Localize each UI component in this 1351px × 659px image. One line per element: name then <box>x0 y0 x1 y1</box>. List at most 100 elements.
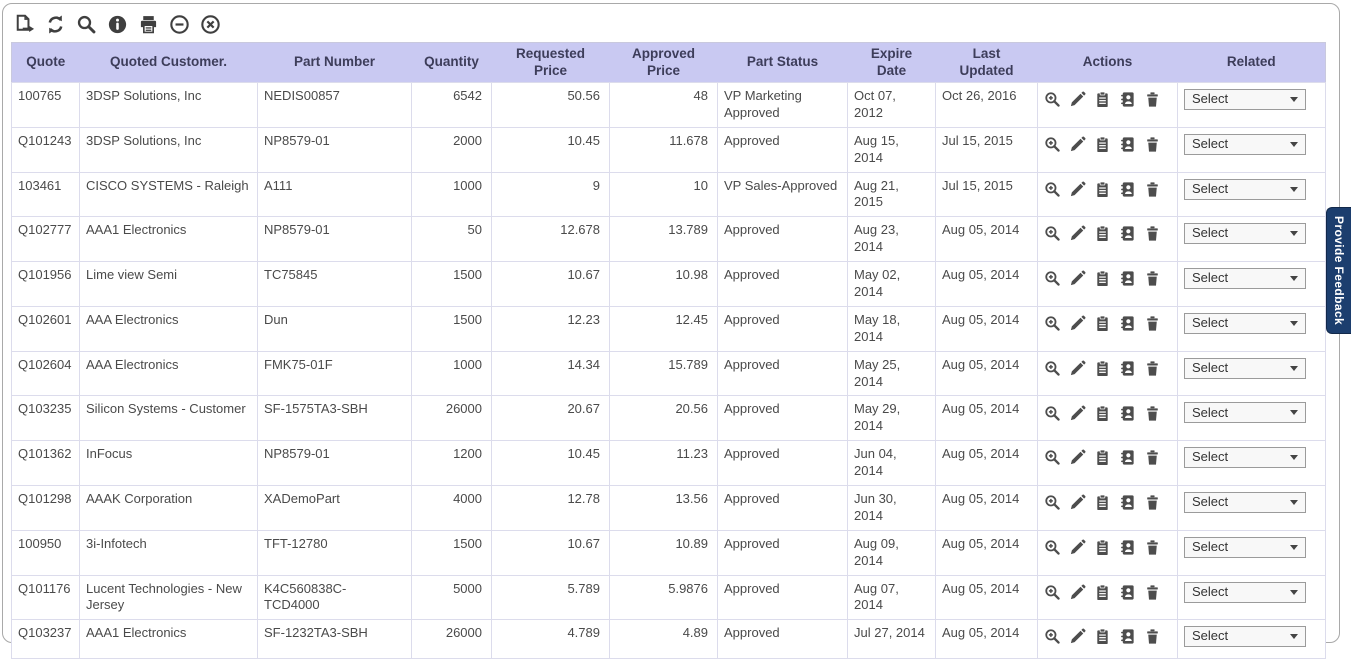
cell-expire-date: Aug 09, 2014 <box>847 529 936 576</box>
contact-icon[interactable] <box>1119 136 1136 153</box>
related-select[interactable]: Select <box>1184 581 1306 603</box>
copy-icon[interactable] <box>1094 91 1111 108</box>
contact-icon[interactable] <box>1119 181 1136 198</box>
column-header-part[interactable]: Part Number <box>257 42 412 83</box>
contact-icon[interactable] <box>1119 494 1136 511</box>
zoom-icon[interactable] <box>1044 494 1061 511</box>
delete-icon[interactable] <box>1144 360 1161 377</box>
quotes-table: Quote Quoted Customer. Part Number Quantity… <box>11 42 1326 659</box>
related-select[interactable]: Select <box>1184 536 1306 558</box>
edit-icon[interactable] <box>1069 405 1086 422</box>
edit-icon[interactable] <box>1069 270 1086 287</box>
column-header-customer[interactable]: Quoted Customer. <box>79 42 258 83</box>
edit-icon[interactable] <box>1069 539 1086 556</box>
copy-icon[interactable] <box>1094 181 1111 198</box>
copy-icon[interactable] <box>1094 494 1111 511</box>
contact-icon[interactable] <box>1119 91 1136 108</box>
column-header-actions[interactable]: Actions <box>1037 42 1178 83</box>
contact-icon[interactable] <box>1119 270 1136 287</box>
delete-icon[interactable] <box>1144 584 1161 601</box>
delete-icon[interactable] <box>1144 136 1161 153</box>
edit-icon[interactable] <box>1069 628 1086 645</box>
zoom-icon[interactable] <box>1044 360 1061 377</box>
edit-icon[interactable] <box>1069 494 1086 511</box>
zoom-icon[interactable] <box>1044 270 1061 287</box>
delete-icon[interactable] <box>1144 494 1161 511</box>
edit-icon[interactable] <box>1069 360 1086 377</box>
related-select[interactable]: Select <box>1184 626 1306 648</box>
edit-icon[interactable] <box>1069 315 1086 332</box>
related-select[interactable]: Select <box>1184 223 1306 245</box>
contact-icon[interactable] <box>1119 539 1136 556</box>
copy-icon[interactable] <box>1094 539 1111 556</box>
edit-icon[interactable] <box>1069 584 1086 601</box>
delete-icon[interactable] <box>1144 225 1161 242</box>
delete-icon[interactable] <box>1144 449 1161 466</box>
copy-icon[interactable] <box>1094 405 1111 422</box>
contact-icon[interactable] <box>1119 360 1136 377</box>
delete-icon[interactable] <box>1144 181 1161 198</box>
related-select[interactable]: Select <box>1184 492 1306 514</box>
delete-icon[interactable] <box>1144 628 1161 645</box>
contact-icon[interactable] <box>1119 628 1136 645</box>
zoom-icon[interactable] <box>1044 136 1061 153</box>
related-select[interactable]: Select <box>1184 402 1306 424</box>
related-select[interactable]: Select <box>1184 268 1306 290</box>
zoom-icon[interactable] <box>1044 181 1061 198</box>
copy-icon[interactable] <box>1094 315 1111 332</box>
related-select[interactable]: Select <box>1184 89 1306 110</box>
contact-icon[interactable] <box>1119 449 1136 466</box>
column-header-expire[interactable]: Expire Date <box>847 42 936 83</box>
column-header-req_price[interactable]: Requested Price <box>491 42 610 83</box>
edit-icon[interactable] <box>1069 181 1086 198</box>
column-header-appr_price[interactable]: Approved Price <box>609 42 718 83</box>
search-icon[interactable] <box>76 14 97 35</box>
related-select[interactable]: Select <box>1184 178 1306 200</box>
edit-icon[interactable] <box>1069 225 1086 242</box>
copy-icon[interactable] <box>1094 449 1111 466</box>
related-select[interactable]: Select <box>1184 133 1306 155</box>
zoom-icon[interactable] <box>1044 539 1061 556</box>
related-select[interactable]: Select <box>1184 357 1306 379</box>
column-header-qty[interactable]: Quantity <box>411 42 492 83</box>
contact-icon[interactable] <box>1119 584 1136 601</box>
zoom-icon[interactable] <box>1044 628 1061 645</box>
provide-feedback-tab[interactable]: Provide Feedback <box>1326 207 1351 334</box>
copy-icon[interactable] <box>1094 136 1111 153</box>
zoom-icon[interactable] <box>1044 584 1061 601</box>
related-select[interactable]: Select <box>1184 447 1306 469</box>
copy-icon[interactable] <box>1094 628 1111 645</box>
column-header-quote[interactable]: Quote <box>11 42 80 83</box>
print-icon[interactable] <box>138 14 159 35</box>
zoom-icon[interactable] <box>1044 405 1061 422</box>
column-header-status[interactable]: Part Status <box>717 42 848 83</box>
copy-icon[interactable] <box>1094 270 1111 287</box>
edit-icon[interactable] <box>1069 136 1086 153</box>
copy-icon[interactable] <box>1094 360 1111 377</box>
contact-icon[interactable] <box>1119 315 1136 332</box>
edit-icon[interactable] <box>1069 91 1086 108</box>
delete-icon[interactable] <box>1144 405 1161 422</box>
delete-icon[interactable] <box>1144 91 1161 108</box>
cell-approved-price: 11.678 <box>609 126 718 173</box>
copy-icon[interactable] <box>1094 584 1111 601</box>
zoom-icon[interactable] <box>1044 91 1061 108</box>
info-icon[interactable] <box>107 14 128 35</box>
minimize-icon[interactable] <box>169 14 190 35</box>
related-select[interactable]: Select <box>1184 312 1306 334</box>
delete-icon[interactable] <box>1144 539 1161 556</box>
export-icon[interactable] <box>14 14 35 35</box>
zoom-icon[interactable] <box>1044 449 1061 466</box>
contact-icon[interactable] <box>1119 405 1136 422</box>
refresh-icon[interactable] <box>45 14 66 35</box>
copy-icon[interactable] <box>1094 225 1111 242</box>
column-header-related[interactable]: Related <box>1177 42 1326 83</box>
contact-icon[interactable] <box>1119 225 1136 242</box>
zoom-icon[interactable] <box>1044 315 1061 332</box>
column-header-updated[interactable]: Last Updated <box>935 42 1038 83</box>
delete-icon[interactable] <box>1144 315 1161 332</box>
edit-icon[interactable] <box>1069 449 1086 466</box>
close-icon[interactable] <box>200 14 221 35</box>
delete-icon[interactable] <box>1144 270 1161 287</box>
zoom-icon[interactable] <box>1044 225 1061 242</box>
